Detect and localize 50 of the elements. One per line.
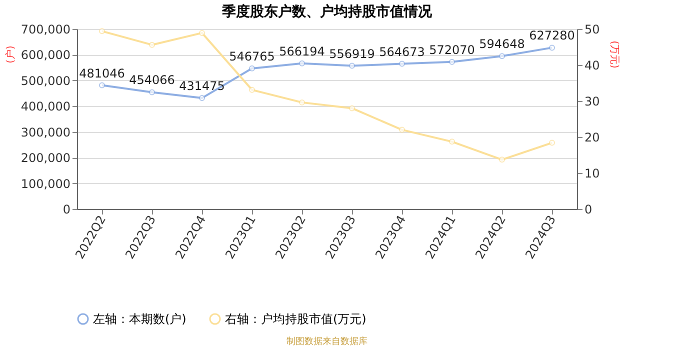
y2-tick-label: 20	[584, 130, 600, 144]
text: 制图数据来自数据库	[286, 336, 368, 347]
point	[449, 138, 455, 145]
point	[149, 42, 155, 48]
y-tick-label: 500,000	[20, 74, 70, 88]
point	[499, 156, 505, 163]
data-label: 566194	[279, 44, 325, 58]
point	[99, 28, 105, 34]
point	[249, 86, 255, 93]
y2-tick-label: 40	[584, 58, 600, 72]
data-label: 627280	[529, 28, 575, 43]
y-tick-label: 700,000	[20, 22, 70, 36]
point	[299, 99, 305, 106]
y-tick-label: 600,000	[20, 48, 70, 62]
data-label: 481046	[79, 66, 125, 80]
data-label: 431475	[179, 79, 225, 94]
y-tick-label: 300,000	[20, 125, 70, 140]
point	[449, 58, 455, 65]
point	[299, 60, 305, 66]
legend-label: 右轴：户均持股市值(万元)	[225, 312, 366, 326]
point	[199, 95, 205, 102]
y-tick-label: 0	[62, 202, 70, 216]
point	[399, 126, 405, 133]
y-axis-title: (户)	[4, 46, 16, 64]
legend-label: 左轴：本期数(户)	[93, 312, 186, 326]
data-label: 454066	[129, 73, 175, 88]
y2-axis-title: (万元)	[608, 40, 620, 68]
point	[499, 53, 505, 60]
point	[549, 140, 555, 146]
y2-tick-label: 50	[584, 22, 600, 36]
point	[399, 60, 405, 67]
data-label: 546765	[229, 49, 275, 64]
point	[99, 82, 105, 88]
y-tick-label: 200,000	[20, 151, 70, 166]
point	[549, 44, 555, 51]
point	[149, 89, 155, 96]
data-label: 564673	[379, 44, 425, 59]
data-label: 572070	[429, 42, 475, 57]
data-label: 556919	[329, 46, 375, 61]
data-label: 594648	[479, 37, 525, 52]
y-tick-label: 100,000	[20, 176, 70, 191]
point	[349, 62, 355, 69]
point	[249, 65, 255, 72]
y-tick-label: 400,000	[20, 100, 70, 114]
point	[199, 30, 205, 36]
y2-tick-label: 30	[584, 94, 600, 108]
chart-title: 季度股东户数、户均持股市值情况	[221, 3, 433, 20]
y2-tick-label: 10	[584, 166, 600, 180]
point	[349, 105, 355, 112]
y2-tick-label: 0	[584, 202, 592, 216]
